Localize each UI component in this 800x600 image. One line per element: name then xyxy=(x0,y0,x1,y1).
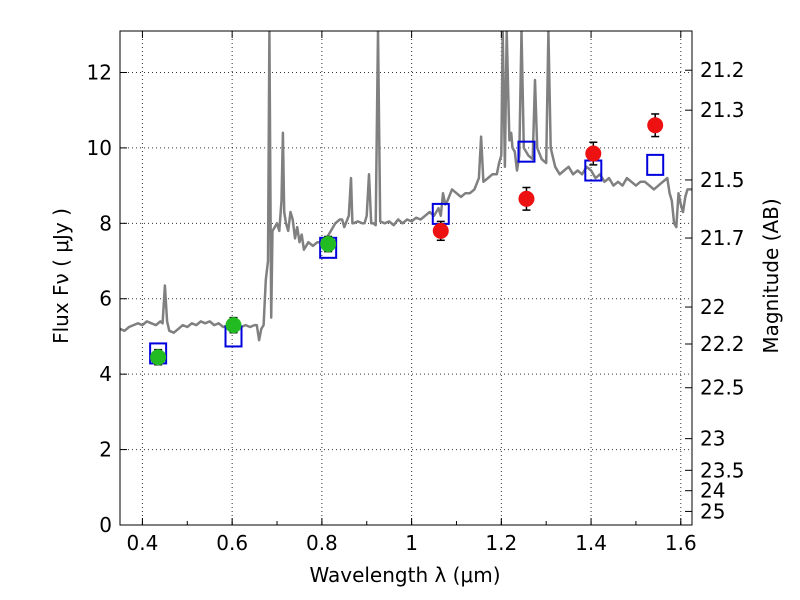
y-tick-label: 2 xyxy=(99,438,112,462)
x-tick-label: 0.4 xyxy=(127,531,159,555)
y-right-tick-label: 21.3 xyxy=(700,98,745,122)
y-tick-label: 6 xyxy=(99,287,112,311)
x-tick-label: 1.6 xyxy=(665,531,697,555)
y-axis-title: Flux Fν ( μJy ) xyxy=(49,208,73,344)
y-tick-label: 4 xyxy=(99,362,112,386)
x-tick-label: 0.8 xyxy=(306,531,338,555)
red-data-point xyxy=(432,222,449,239)
x-tick-label: 1 xyxy=(405,531,418,555)
red-data-point xyxy=(647,117,664,134)
y-right-tick-label: 23.5 xyxy=(700,458,745,482)
green-data-point xyxy=(320,236,337,253)
gridlines xyxy=(120,31,692,526)
model-square xyxy=(517,140,536,163)
y-right-tick-label: 23 xyxy=(700,427,725,451)
y-right-tick-label: 21.5 xyxy=(700,168,745,192)
plot-frame xyxy=(119,30,693,526)
x-axis-title: Wavelength λ (μm) xyxy=(309,563,500,587)
y-right-tick-label: 21.2 xyxy=(700,58,745,82)
x-tick-label: 0.6 xyxy=(216,531,248,555)
y-tick-label: 8 xyxy=(99,211,112,235)
x-tick-label: 1.2 xyxy=(485,531,517,555)
green-data-point xyxy=(225,317,242,334)
y-right-tick-label: 22 xyxy=(700,295,725,319)
spectrum-layer xyxy=(120,31,692,342)
green-data-point xyxy=(150,349,167,366)
y-right-tick-label: 22.2 xyxy=(700,332,745,356)
red-data-point xyxy=(518,190,535,207)
red-data-point xyxy=(585,145,602,162)
y-tick-label: 0 xyxy=(99,513,112,537)
y-right-tick-label: 25 xyxy=(700,499,725,523)
x-tick-label: 1.4 xyxy=(575,531,607,555)
y-right-tick-label: 22.5 xyxy=(700,376,745,400)
y-tick-label: 12 xyxy=(87,60,112,84)
model-square xyxy=(646,153,665,176)
y-axis-right-title: Magnitude (AB) xyxy=(759,198,783,353)
spectrum-line xyxy=(120,31,692,342)
y-tick-label: 10 xyxy=(87,136,112,160)
y-right-tick-label: 21.7 xyxy=(700,226,745,250)
points-layer xyxy=(149,113,665,366)
y-right-tick-label: 24 xyxy=(700,479,725,503)
